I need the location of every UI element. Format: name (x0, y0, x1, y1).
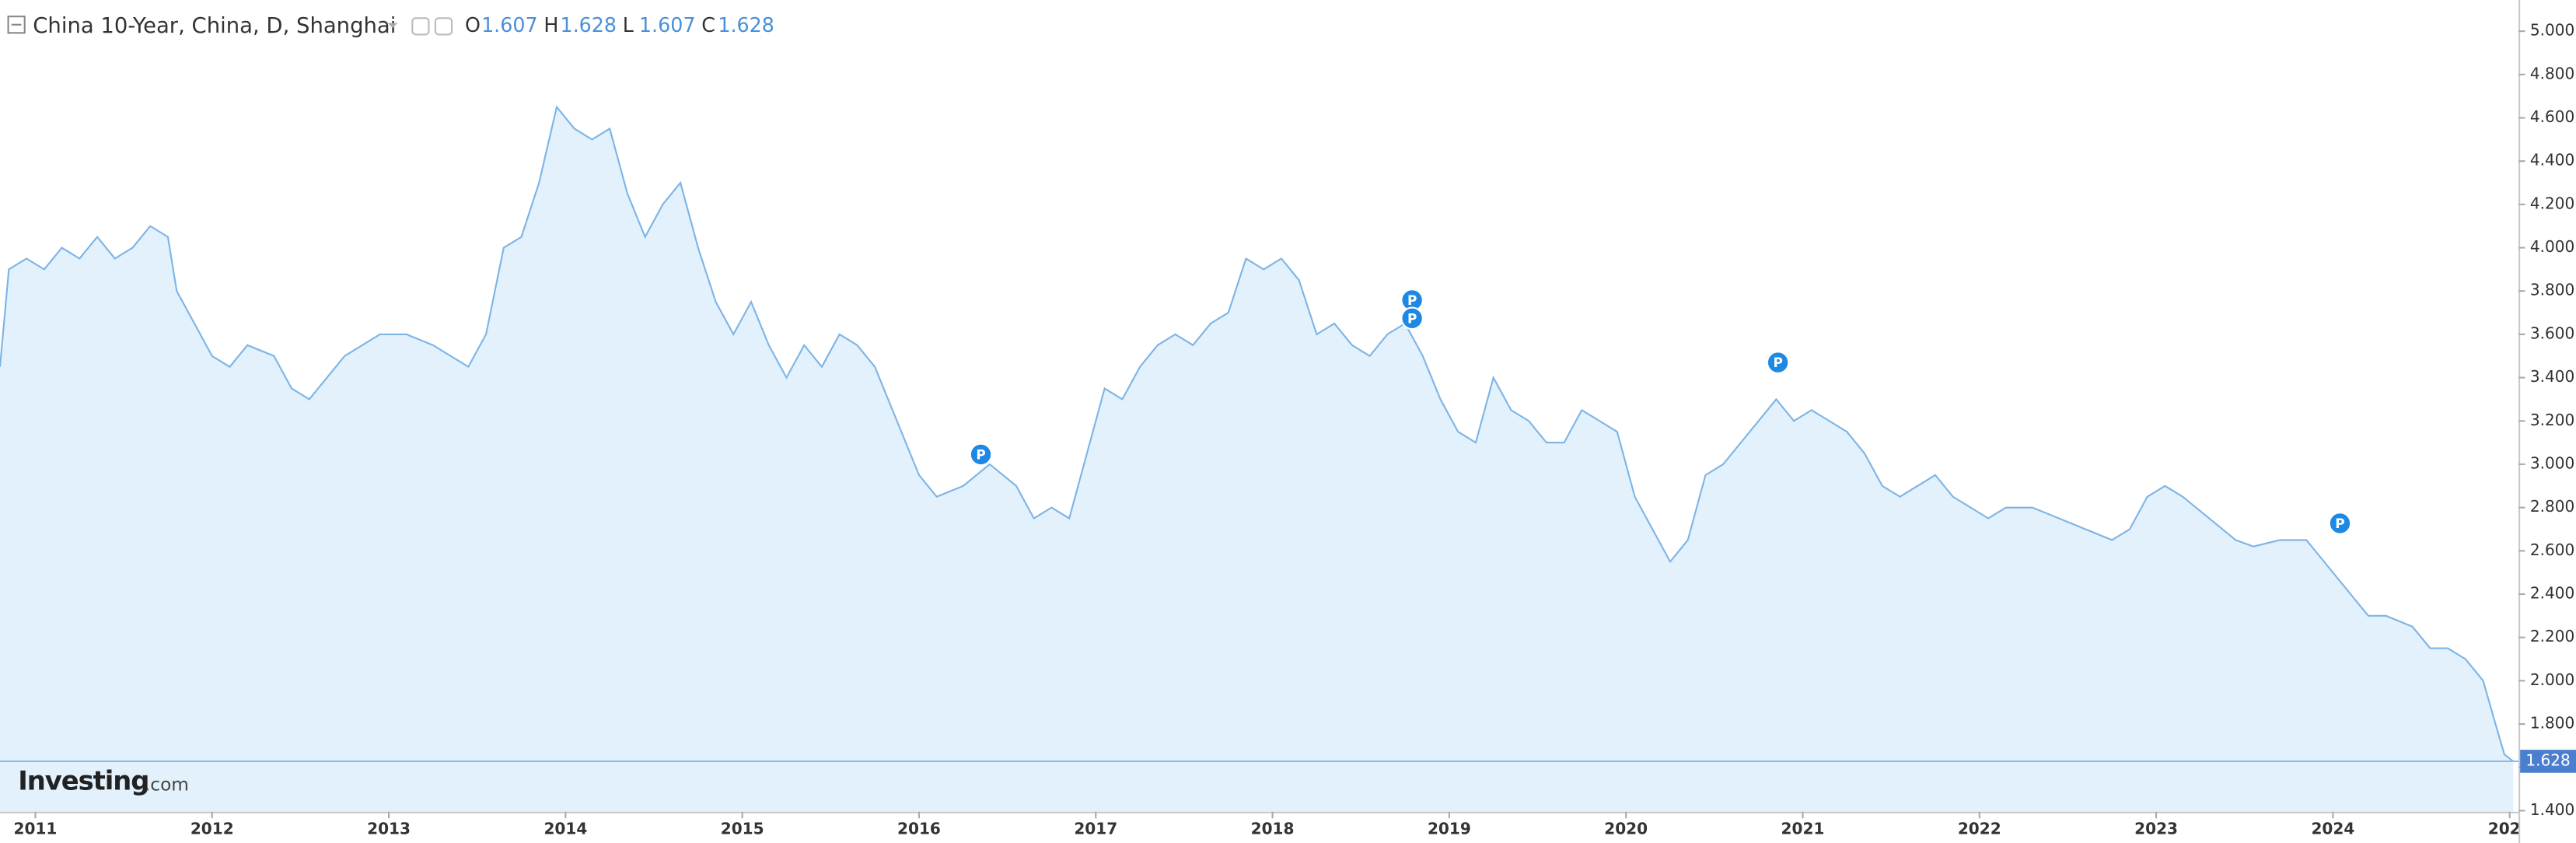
ohlc-label: C (701, 13, 715, 37)
chart-title: China 10-Year, China, D, Shanghai (33, 14, 396, 38)
y-tick-label: 5.000 (2530, 21, 2574, 40)
annotation-label: P (1773, 355, 1782, 370)
ohlc-value: 1.628 (560, 13, 617, 37)
y-tick-label: 4.200 (2530, 194, 2574, 212)
y-tick-label: 3.600 (2530, 324, 2574, 342)
ohlc-label: H (544, 13, 558, 37)
y-tick-label: 3.400 (2530, 367, 2574, 386)
y-tick-label: 4.800 (2530, 64, 2574, 82)
y-tick-label: 1.800 (2530, 714, 2574, 733)
last-value-box (2520, 750, 2576, 773)
y-tick-label: 3.200 (2530, 411, 2574, 429)
y-tick-label: 3.800 (2530, 281, 2574, 299)
x-tick-label: 2015 (721, 820, 764, 838)
area-fill (0, 107, 2514, 812)
hide-icon[interactable] (434, 17, 453, 36)
annotation-label: P (1407, 310, 1417, 326)
x-tick-label: 2016 (897, 820, 941, 838)
annotation-label: P (2335, 516, 2344, 531)
logo-suffix: .com (145, 775, 189, 796)
annotation-marker (1400, 306, 1424, 331)
x-tick-label: 2012 (190, 820, 234, 838)
ohlc-value: 1.607 (481, 13, 538, 37)
price-line (0, 105, 2514, 762)
y-tick-label: 4.400 (2530, 151, 2574, 170)
title-dropdown[interactable] (387, 23, 398, 28)
ohlc-label: O (465, 13, 481, 37)
x-tick-label: 2024 (2311, 820, 2354, 838)
ohlc-value: 1.628 (718, 13, 774, 37)
annotation-marker (969, 442, 993, 467)
x-tick-label: 2013 (367, 820, 411, 838)
x-tick-label: 2018 (1251, 820, 1295, 838)
y-tick-label: 2.800 (2530, 497, 2574, 516)
ohlc-label: L (623, 13, 634, 37)
x-tick-label: 2025 (2488, 820, 2532, 838)
y-tick-label: 4.000 (2530, 237, 2574, 256)
annotation-label: P (976, 446, 985, 462)
y-tick-label: 2.000 (2530, 670, 2574, 689)
x-tick-label: 2011 (14, 820, 58, 838)
x-tick-label: 2023 (2134, 820, 2178, 838)
logo-brand: Investing (18, 765, 149, 796)
y-tick-label: 3.000 (2530, 453, 2574, 472)
y-tick-label: 2.600 (2530, 540, 2574, 559)
logo: Investing .com (18, 765, 189, 796)
x-tick-label: 2014 (544, 820, 587, 838)
x-tick-label: 2021 (1781, 820, 1825, 838)
settings-icon[interactable] (411, 17, 430, 36)
y-tick-label: 1.400 (2530, 800, 2574, 819)
y-tick-label: 2.400 (2530, 584, 2574, 603)
x-tick-label: 2017 (1074, 820, 1117, 838)
annotation-marker (2328, 512, 2352, 535)
y-tick-label: 2.200 (2530, 627, 2574, 645)
ohlc-value: 1.607 (639, 13, 696, 37)
x-tick-label: 2019 (1428, 820, 1471, 838)
collapse-icon[interactable] (7, 16, 26, 34)
x-tick-label: 2022 (1958, 820, 2001, 838)
plot-area (0, 105, 2514, 812)
annotation-label: P (1407, 292, 1417, 308)
last-value-label: 1.628 (2525, 750, 2570, 769)
annotation-marker (1766, 351, 1790, 374)
x-tick-label: 2020 (1604, 820, 1648, 838)
y-tick-label: 4.600 (2530, 107, 2574, 126)
